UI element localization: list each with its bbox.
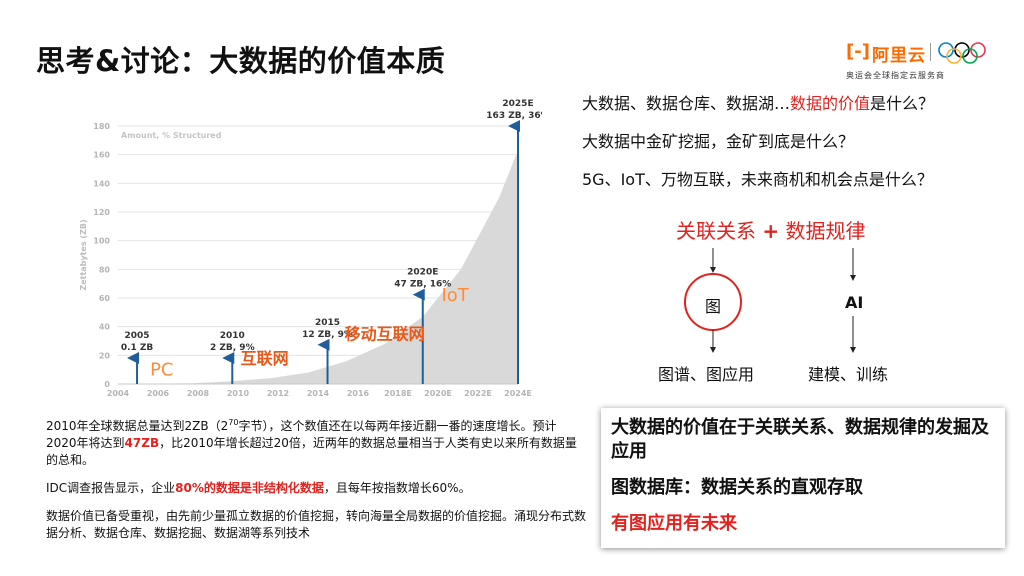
value-diagram: 关联关系 + 数据规律 图 AI 图谱、图应用 建模、训练: [600, 208, 1000, 398]
question-1: 大数据、数据仓库、数据湖…数据的价值是什么？: [582, 94, 935, 113]
graph-result-label: 图谱、图应用: [658, 365, 755, 384]
era-label: IoT: [441, 285, 469, 306]
note-data-volume: 2010年全球数据总量达到2ZB（270字节），这个数值还在以每两年接近翻一番的…: [46, 418, 577, 467]
summary-line-3: 有图应用有未来: [611, 513, 737, 534]
y-tick-label: 140: [93, 179, 110, 188]
summary-line-1: 大数据的价值在于关联关系、数据规律的发掘及应用: [611, 417, 989, 462]
marker-value: 47 ZB, 16%: [394, 280, 451, 290]
question-2: 大数据中金矿挖掘，金矿到底是什么？: [582, 132, 855, 151]
notes-block: 2010年全球数据总量达到2ZB（270字节），这个数值还在以每两年接近翻一番的…: [46, 414, 586, 553]
aliyun-logo: [-] 阿里云 奥运会全球指定云服务商: [846, 40, 996, 84]
marker-value: 12 ZB, 9%: [302, 330, 353, 340]
x-tick-label: 2020E: [424, 389, 452, 398]
marker-year: 2025E: [502, 99, 533, 109]
y-tick-label: 40: [99, 323, 111, 332]
olympic-rings-icon: [938, 42, 986, 64]
data-area: [118, 150, 518, 384]
era-label: 互联网: [241, 349, 289, 368]
x-tick-label: 2024E: [504, 389, 532, 398]
marker-value: 2 ZB, 9%: [210, 343, 255, 353]
x-tick-label: 2022E: [464, 389, 492, 398]
x-tick-label: 2018E: [384, 389, 412, 398]
marker-year: 2015: [315, 318, 340, 328]
aliyun-mark-icon: [-]: [846, 41, 870, 62]
x-tick-label: 2012: [267, 389, 289, 398]
ai-result-label: 建模、训练: [808, 365, 889, 384]
marker-year: 2020E: [407, 268, 438, 278]
y-tick-label: 180: [93, 122, 110, 131]
marker-value: 163 ZB, 36%: [486, 111, 542, 121]
summary-line-2: 图数据库：数据关系的直观存取: [611, 477, 863, 498]
x-tick-label: 2008: [187, 389, 210, 398]
marker-value: 0.1 ZB: [121, 343, 154, 353]
discussion-questions: 大数据、数据仓库、数据湖…数据的价值是什么？ 大数据中金矿挖掘，金矿到底是什么？…: [582, 92, 934, 206]
note-idc-report: IDC调查报告显示，企业80%的数据是非结构化数据，且每年按指数增长60%。: [46, 481, 471, 495]
y-tick-label: 0: [104, 380, 110, 389]
note-data-value: 数据价值已备受重视，由先前少量孤立数据的价值挖掘，转向海量全局数据的价值挖掘。涌…: [46, 509, 587, 540]
marker-year: 2005: [125, 331, 150, 341]
logo-subtitle: 奥运会全球指定云服务商: [846, 71, 945, 80]
era-label: PC: [150, 359, 173, 380]
slide-title: 思考&讨论：大数据的价值本质: [36, 44, 446, 78]
diagram-arrows: [684, 248, 856, 353]
question-3: 5G、IoT、万物互联，未来商机和机会点是什么？: [582, 170, 933, 189]
diagram-heading: 关联关系 + 数据规律: [676, 219, 866, 243]
y-tick-label: 120: [93, 208, 110, 217]
series-label: Amount, % Structured: [121, 131, 222, 140]
x-tick-label: 2006: [147, 389, 170, 398]
y-tick-label: 80: [99, 265, 111, 274]
y-axis-label: Zettabytes (ZB): [79, 219, 88, 290]
marker-year: 2010: [220, 331, 245, 341]
era-label: 移动互联网: [345, 325, 425, 344]
y-tick-label: 100: [93, 237, 110, 246]
x-tick-label: 2016: [347, 389, 370, 398]
summary-box: 大数据的价值在于关联关系、数据规律的发掘及应用 图数据库：数据关系的直观存取 有…: [601, 408, 1005, 548]
x-tick-label: 2014: [307, 389, 330, 398]
x-tick-label: 2004: [107, 389, 130, 398]
y-tick-label: 160: [93, 151, 110, 160]
graph-node-label: 图: [705, 297, 722, 316]
y-tick-label: 20: [99, 351, 111, 360]
logo-brand-text: 阿里云: [872, 46, 926, 66]
logo-divider: [930, 43, 931, 61]
y-tick-label: 60: [99, 294, 111, 303]
data-growth-chart: 0 20 40 60 80 100 120 140 160 180 2004 2006 2008 2010…: [79, 99, 542, 398]
x-tick-label: 2010: [227, 389, 250, 398]
ai-node-label: AI: [845, 293, 864, 312]
